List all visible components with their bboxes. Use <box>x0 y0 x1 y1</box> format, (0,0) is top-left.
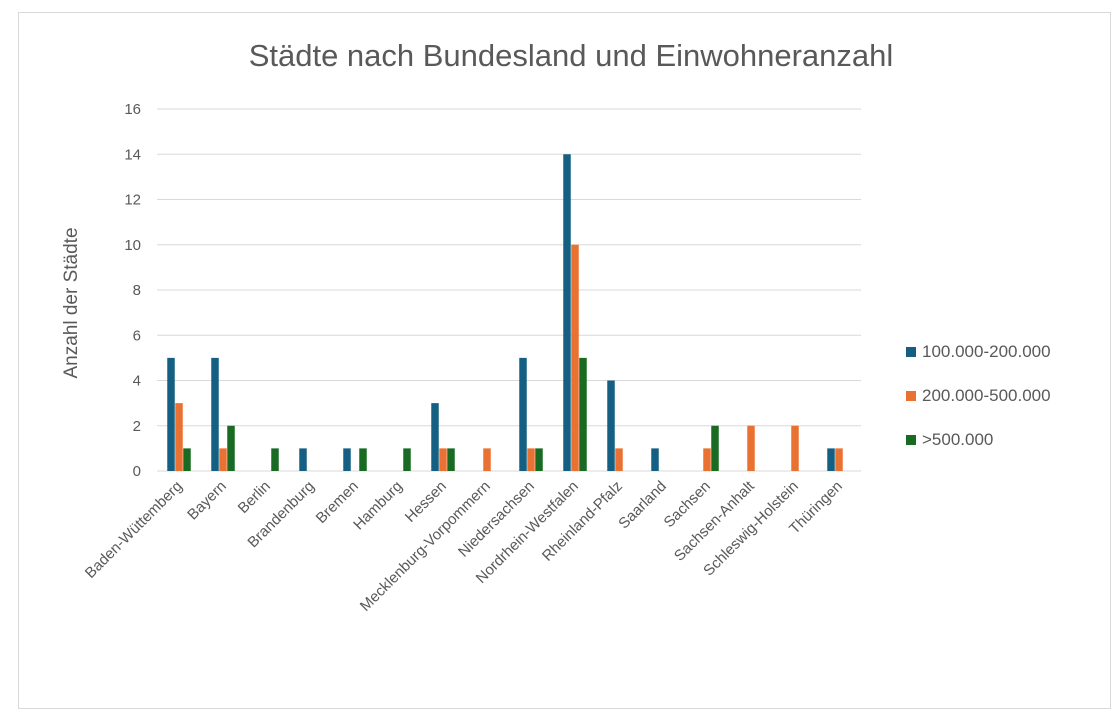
bar <box>607 380 615 471</box>
bar <box>183 448 191 471</box>
y-tick-label: 12 <box>124 192 141 209</box>
bar <box>219 448 227 471</box>
y-tick-label: 6 <box>133 327 141 344</box>
bar-chart: Städte nach Bundesland und Einwohneranza… <box>61 38 1051 615</box>
legend-label: 100.000-200.000 <box>922 342 1051 361</box>
x-category-label: Bayern <box>184 478 230 524</box>
x-category-label: Berlin <box>235 478 274 517</box>
bar <box>167 357 175 471</box>
bar <box>175 403 183 471</box>
chart-title: Städte nach Bundesland und Einwohneranza… <box>249 38 894 73</box>
y-tick-label: 10 <box>124 237 141 254</box>
bar <box>527 448 535 471</box>
bar <box>615 448 623 471</box>
x-category-label: Niedersachsen <box>455 478 538 561</box>
bars <box>167 154 843 471</box>
y-tick-label: 14 <box>124 146 141 163</box>
bar <box>403 448 411 471</box>
legend-label: >500.000 <box>922 430 993 449</box>
bar <box>535 448 543 471</box>
x-category-label: Rheinland-Pfalz <box>539 478 626 565</box>
bar <box>791 425 799 471</box>
y-tick-label: 8 <box>133 282 141 299</box>
bar <box>483 448 491 471</box>
bar <box>711 425 719 471</box>
bar <box>439 448 447 471</box>
legend: 100.000-200.000 200.000-500.000 >500.000 <box>906 342 1051 449</box>
bar <box>227 425 235 471</box>
bar <box>747 425 755 471</box>
legend-swatch <box>906 435 916 445</box>
bar <box>571 244 579 471</box>
bar <box>271 448 279 471</box>
y-axis-ticks: 0 2 4 6 8 10 12 14 16 <box>124 101 141 480</box>
chart-frame: Städte nach Bundesland und Einwohneranza… <box>18 12 1111 709</box>
bar <box>835 448 843 471</box>
x-category-label: Hamburg <box>350 478 406 534</box>
bar <box>827 448 835 471</box>
bar <box>579 357 587 471</box>
x-category-label: Saarland <box>615 478 669 532</box>
y-tick-label: 0 <box>133 463 141 480</box>
legend-swatch <box>906 347 916 357</box>
bar <box>519 357 527 471</box>
bar <box>359 448 367 471</box>
legend-swatch <box>906 391 916 401</box>
y-tick-label: 2 <box>133 418 141 435</box>
y-tick-label: 4 <box>133 373 141 390</box>
bar <box>703 448 711 471</box>
bar <box>563 154 571 471</box>
bar <box>211 357 219 471</box>
gridlines <box>157 108 861 472</box>
bar <box>431 403 439 471</box>
y-axis-label: Anzahl der Städte <box>61 227 82 378</box>
x-category-label: Baden-Wüttemberg <box>82 478 186 582</box>
legend-label: 200.000-500.000 <box>922 386 1051 405</box>
bar <box>447 448 455 471</box>
bar <box>299 448 307 471</box>
bar <box>651 448 659 471</box>
bar <box>343 448 351 471</box>
y-tick-label: 16 <box>124 101 141 118</box>
